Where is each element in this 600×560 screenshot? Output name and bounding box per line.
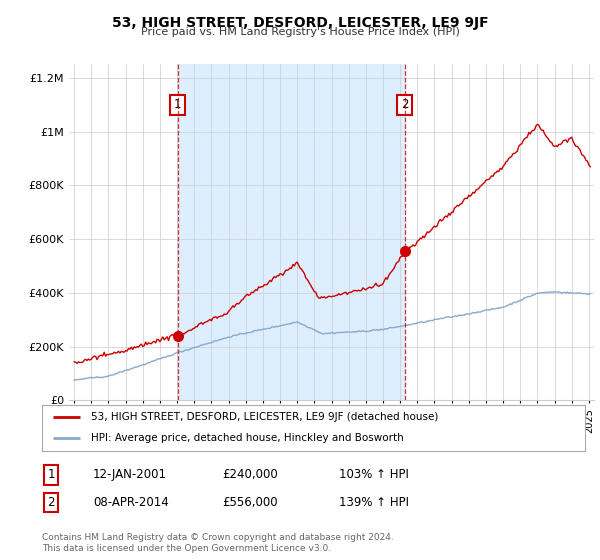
- Text: 53, HIGH STREET, DESFORD, LEICESTER, LE9 9JF (detached house): 53, HIGH STREET, DESFORD, LEICESTER, LE9…: [91, 412, 438, 422]
- Text: 1: 1: [174, 98, 182, 111]
- Text: Price paid vs. HM Land Registry's House Price Index (HPI): Price paid vs. HM Land Registry's House …: [140, 27, 460, 37]
- Text: £556,000: £556,000: [222, 496, 278, 509]
- Text: £240,000: £240,000: [222, 468, 278, 482]
- Text: 139% ↑ HPI: 139% ↑ HPI: [339, 496, 409, 509]
- Text: HPI: Average price, detached house, Hinckley and Bosworth: HPI: Average price, detached house, Hinc…: [91, 433, 404, 444]
- Text: 2: 2: [401, 98, 409, 111]
- Text: 103% ↑ HPI: 103% ↑ HPI: [339, 468, 409, 482]
- Text: 12-JAN-2001: 12-JAN-2001: [93, 468, 167, 482]
- Text: 53, HIGH STREET, DESFORD, LEICESTER, LE9 9JF: 53, HIGH STREET, DESFORD, LEICESTER, LE9…: [112, 16, 488, 30]
- Text: 08-APR-2014: 08-APR-2014: [93, 496, 169, 509]
- Text: 2: 2: [47, 496, 55, 509]
- Text: Contains HM Land Registry data © Crown copyright and database right 2024.
This d: Contains HM Land Registry data © Crown c…: [42, 533, 394, 553]
- Text: 1: 1: [47, 468, 55, 482]
- Bar: [178, 64, 405, 400]
